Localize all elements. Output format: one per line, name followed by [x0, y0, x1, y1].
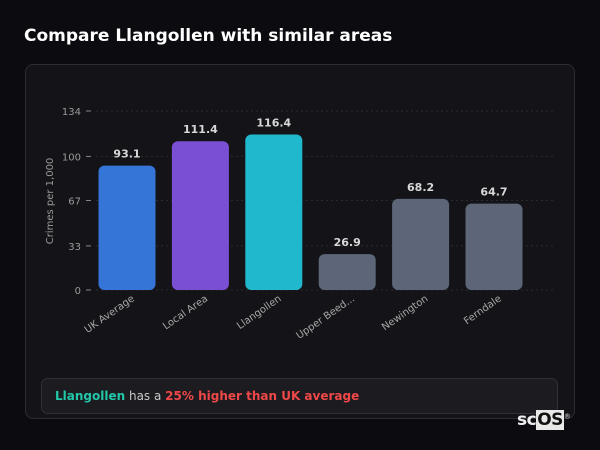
y-tick-label: 134: [62, 107, 81, 118]
bar: [392, 198, 450, 290]
bar-value-label: 68.2: [407, 181, 434, 194]
x-tick-label: Llangollen: [235, 293, 283, 331]
bar: [465, 203, 523, 290]
bar-value-label: 116.4: [256, 117, 291, 130]
scos-logo: scOS®: [517, 410, 571, 430]
bar: [171, 141, 229, 290]
x-tick-label: Upper Beed...: [294, 293, 356, 341]
x-tick-label: UK Average: [83, 293, 137, 335]
comparison-summary: Llangollen has a 25% higher than UK aver…: [41, 378, 558, 414]
bar-value-label: 93.1: [113, 148, 140, 161]
y-tick-label: 0: [75, 286, 81, 297]
x-tick-label: Local Area: [161, 293, 210, 332]
x-tick-label: Newington: [380, 293, 430, 333]
bar: [245, 134, 303, 290]
y-tick-label: 67: [68, 197, 81, 208]
summary-text: has a: [125, 389, 166, 403]
bar-value-label: 26.9: [334, 236, 361, 249]
bar-value-label: 64.7: [480, 186, 507, 199]
x-tick-label: Ferndale: [462, 293, 504, 327]
bar-value-label: 111.4: [183, 123, 218, 136]
page-title: Compare Llangollen with similar areas: [24, 26, 393, 46]
area-name: Llangollen: [55, 389, 126, 403]
bar: [318, 254, 376, 290]
y-axis-label: Crimes per 1,000: [45, 158, 56, 245]
comparison-value: 25% higher than UK average: [165, 389, 360, 403]
y-tick-label: 100: [62, 152, 81, 163]
bar: [98, 165, 156, 290]
y-tick-label: 33: [68, 242, 81, 253]
